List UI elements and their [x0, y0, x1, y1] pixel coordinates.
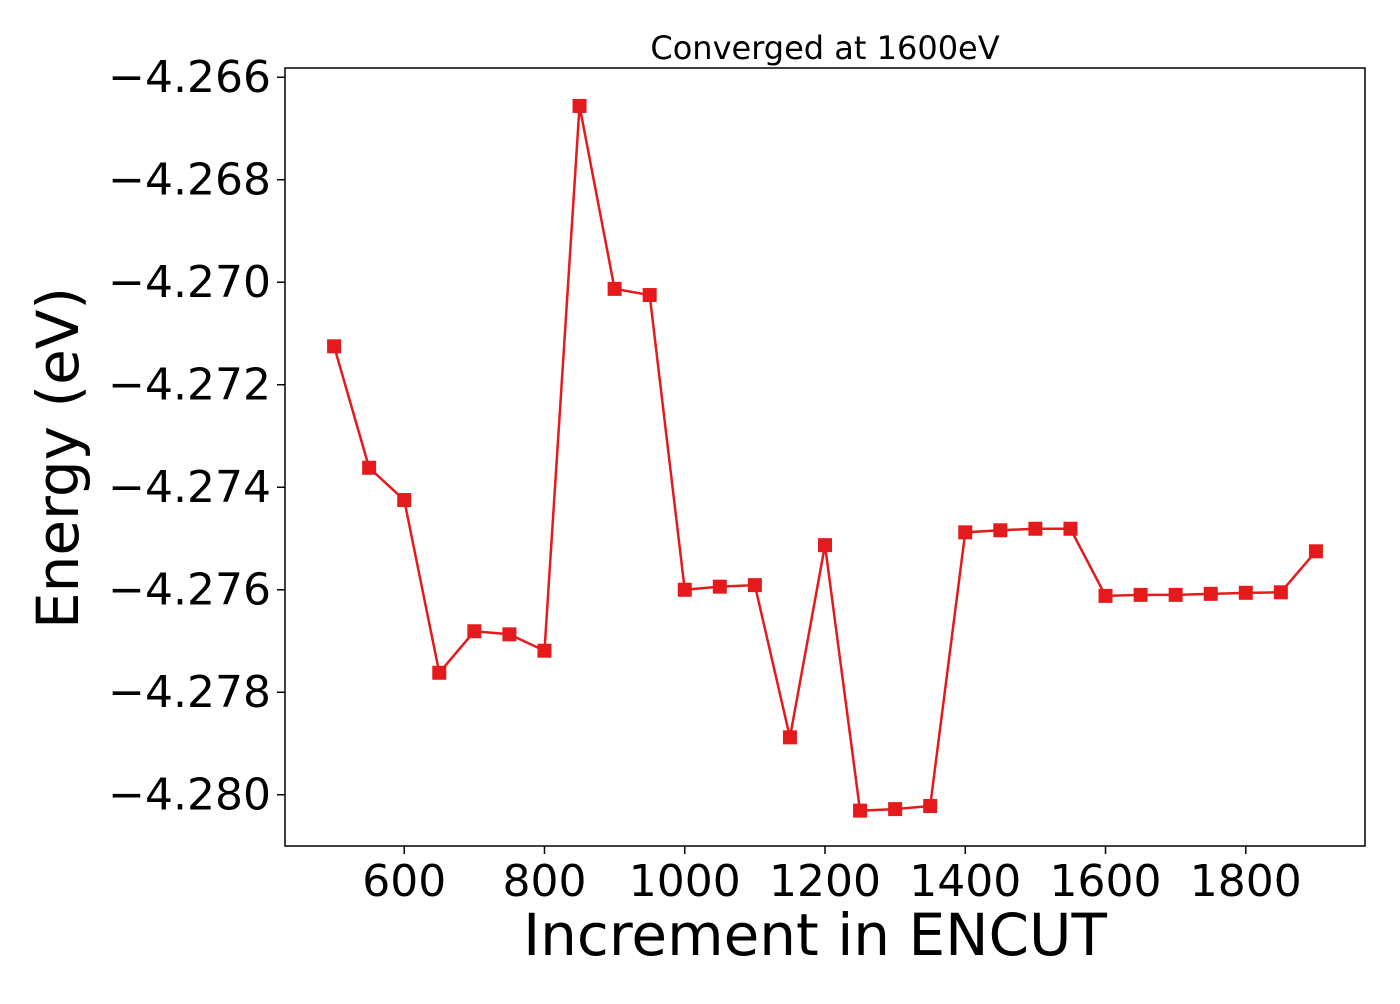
data-point-marker [1098, 588, 1113, 603]
x-tick-label: 1400 [909, 856, 1021, 907]
y-tick-label: −4.272 [108, 360, 271, 411]
data-point-marker [1168, 587, 1183, 602]
data-point-marker [853, 803, 868, 818]
data-point-marker [993, 523, 1008, 538]
data-point-marker [677, 582, 692, 597]
plot-area-frame [284, 67, 1366, 847]
y-tick-label: −4.280 [108, 770, 271, 821]
data-point-marker [1238, 585, 1253, 600]
data-point-marker [607, 281, 622, 296]
x-tick-label: 800 [502, 856, 586, 907]
data-point-marker [467, 624, 482, 639]
data-point-marker [1308, 544, 1323, 559]
data-point-marker [923, 799, 938, 814]
x-axis-ticks: 600 800 1000 1200 1400 1600 1800 [362, 846, 1302, 907]
series-layer [327, 98, 1323, 818]
x-tick-label: 1800 [1190, 856, 1302, 907]
y-tick-label: −4.274 [108, 462, 271, 513]
x-tick-label: 1200 [769, 856, 881, 907]
data-point-marker [958, 525, 973, 540]
data-point-marker [327, 339, 342, 354]
data-point-marker [1028, 521, 1043, 536]
data-point-marker [432, 665, 447, 680]
data-point-marker [642, 288, 657, 303]
data-point-marker [572, 98, 587, 113]
y-tick-label: −4.266 [108, 52, 271, 103]
y-tick-label: −4.278 [108, 667, 271, 718]
data-point-marker [712, 579, 727, 594]
x-axis-title: Increment in ENCUT [523, 901, 1107, 969]
y-tick-label: −4.270 [108, 257, 271, 308]
data-point-marker [1133, 587, 1148, 602]
data-point-marker [1203, 586, 1218, 601]
series-line [332, 105, 1317, 812]
data-point-marker [1063, 521, 1078, 536]
chart-title: Converged at 1600eV [650, 29, 999, 67]
data-point-marker [782, 730, 797, 745]
data-point-marker [1273, 585, 1288, 600]
data-point-marker [818, 538, 832, 553]
x-tick-label: 1600 [1050, 856, 1162, 907]
y-tick-label: −4.268 [108, 155, 271, 206]
data-point-marker [747, 578, 762, 593]
y-axis-ticks: −4.266 −4.268 −4.270 −4.272 −4.274 −4.276 −4.2… [108, 52, 285, 821]
x-tick-label: 1000 [629, 856, 741, 907]
y-axis-title: Energy (eV) [24, 287, 92, 629]
x-tick-label: 600 [362, 856, 446, 907]
data-point-marker [888, 802, 903, 817]
data-point-marker [362, 460, 377, 475]
y-tick-label: −4.276 [108, 565, 271, 616]
data-point-marker [537, 643, 552, 658]
data-point-marker [397, 493, 412, 508]
data-point-marker [502, 627, 517, 642]
